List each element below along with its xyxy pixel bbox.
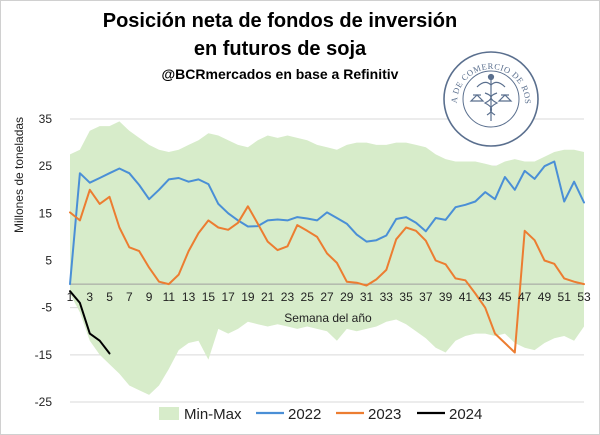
y-tick-label: -15 [35, 348, 53, 362]
legend-label-2022: 2022 [288, 406, 321, 423]
caduceus-icon [469, 73, 513, 121]
x-axis-label: Semana del año [284, 311, 372, 325]
legend-swatch-band [159, 407, 179, 420]
y-tick-label: 25 [39, 159, 53, 173]
x-tick-label: 39 [439, 290, 453, 304]
x-tick-label: 47 [518, 290, 532, 304]
x-tick-labels: 1 3 5 7 9 11 13 15 17 19 21 23 25 27 29 31 33 35 37 39 41 43 4… [67, 290, 591, 304]
x-tick-label: 27 [320, 290, 334, 304]
y-tick-label: 35 [39, 112, 53, 126]
x-tick-label: 31 [360, 290, 374, 304]
chart-title-line1: Posición neta de fondos de inversión [103, 10, 458, 32]
x-tick-label: 35 [399, 290, 413, 304]
x-tick-label: 37 [419, 290, 433, 304]
x-tick-label: 51 [558, 290, 572, 304]
x-tick-label: 1 [67, 290, 74, 304]
y-tick-labels: 35 25 15 5 -5 -15 -25 [35, 112, 53, 409]
x-tick-label: 13 [182, 290, 196, 304]
x-tick-label: 29 [340, 290, 354, 304]
x-tick-label: 11 [163, 290, 176, 304]
x-tick-label: 19 [241, 290, 255, 304]
min-max-band [70, 121, 584, 395]
x-tick-label: 7 [126, 290, 133, 304]
chart-subtitle: @BCRmercados en base a Refinitiv [162, 66, 399, 82]
x-tick-label: 49 [538, 290, 552, 304]
legend: Min-Max 2022 2023 2024 [159, 406, 482, 423]
x-tick-label: 3 [86, 290, 93, 304]
series-lines [69, 160, 585, 355]
x-tick-label: 23 [281, 290, 295, 304]
y-tick-label: -5 [41, 301, 52, 315]
x-tick-label: 25 [301, 290, 315, 304]
series-line-2023 [69, 188, 585, 354]
x-tick-label: 15 [202, 290, 216, 304]
x-tick-label: 5 [106, 290, 113, 304]
x-tick-label: 33 [380, 290, 394, 304]
y-axis-label: Millones de toneladas [12, 117, 26, 233]
x-tick-label: 9 [146, 290, 153, 304]
chart-title-line2: en futuros de soja [194, 38, 367, 60]
x-tick-label: 21 [261, 290, 275, 304]
y-tick-label: 5 [45, 254, 52, 268]
x-tick-label: 17 [221, 290, 235, 304]
band-area-min-max [70, 121, 584, 395]
x-tick-label: 45 [498, 290, 512, 304]
x-tick-label: 41 [459, 290, 473, 304]
x-tick-label: 53 [577, 290, 591, 304]
legend-label-band: Min-Max [184, 406, 242, 423]
legend-label-2024: 2024 [449, 406, 482, 423]
bcr-seal-logo: BOLSA DE COMERCIO DE ROSARIO [443, 51, 539, 147]
seal-inner-ring [462, 70, 520, 128]
series-line-2024 [69, 290, 111, 355]
legend-label-2023: 2023 [368, 406, 401, 423]
x-tick-label: 43 [478, 290, 492, 304]
y-tick-label: -25 [35, 395, 53, 409]
series-line-2022 [69, 160, 585, 286]
y-tick-label: 15 [39, 206, 53, 220]
